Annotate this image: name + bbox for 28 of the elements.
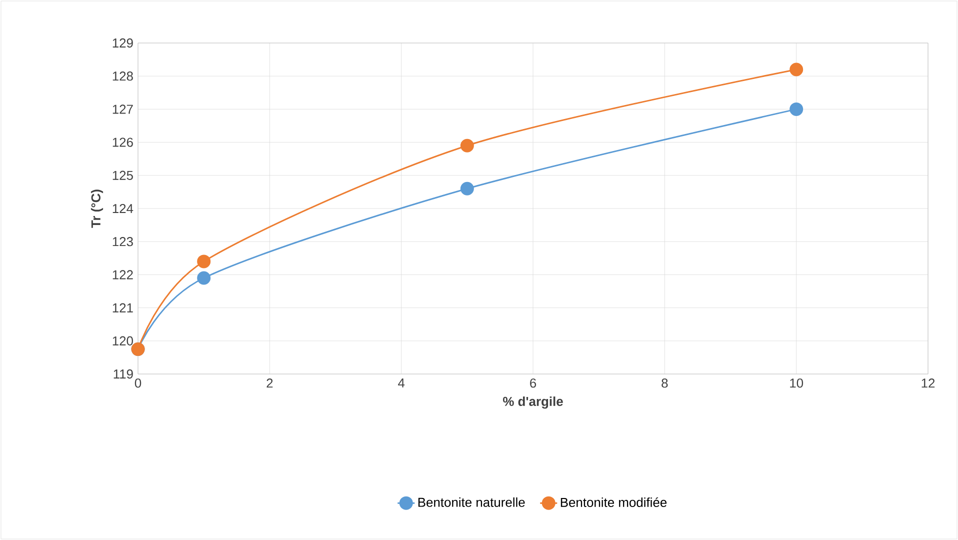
x-tick-label: 4 [398,378,405,388]
y-tick-label: 126 [112,138,133,147]
y-tick-label: 129 [112,38,133,48]
point [460,182,474,196]
x-tick-label: 10 [790,378,804,388]
point [197,254,211,268]
point [790,62,804,76]
x-tick-label: 6 [530,378,536,388]
y-tick-label: 119 [114,369,133,379]
point [197,271,211,285]
y-tick-label: 122 [112,270,133,280]
point [790,102,804,116]
point [460,138,474,152]
y-tick-label: 124 [112,204,134,214]
y-tick-label: 128 [112,72,133,81]
x-tick-label: 12 [922,378,935,388]
y-tick-label: 121 [112,303,133,312]
legend-label: Bentonite modifiée [560,497,667,508]
y-tick-label: 125 [112,170,133,180]
legend-label: Bentonite naturelle [418,497,525,507]
x-tick-label: 8 [662,378,668,388]
y-tick-label: 123 [112,237,133,246]
y-axis-title: Tr (°C) [90,190,104,228]
x-axis-title: % d'argile [503,396,563,409]
y-tick-label: 120 [112,336,133,346]
y-tick-label: 127 [112,104,133,114]
x-tick-label: 0 [134,378,142,388]
x-tick-label: 2 [266,378,273,388]
